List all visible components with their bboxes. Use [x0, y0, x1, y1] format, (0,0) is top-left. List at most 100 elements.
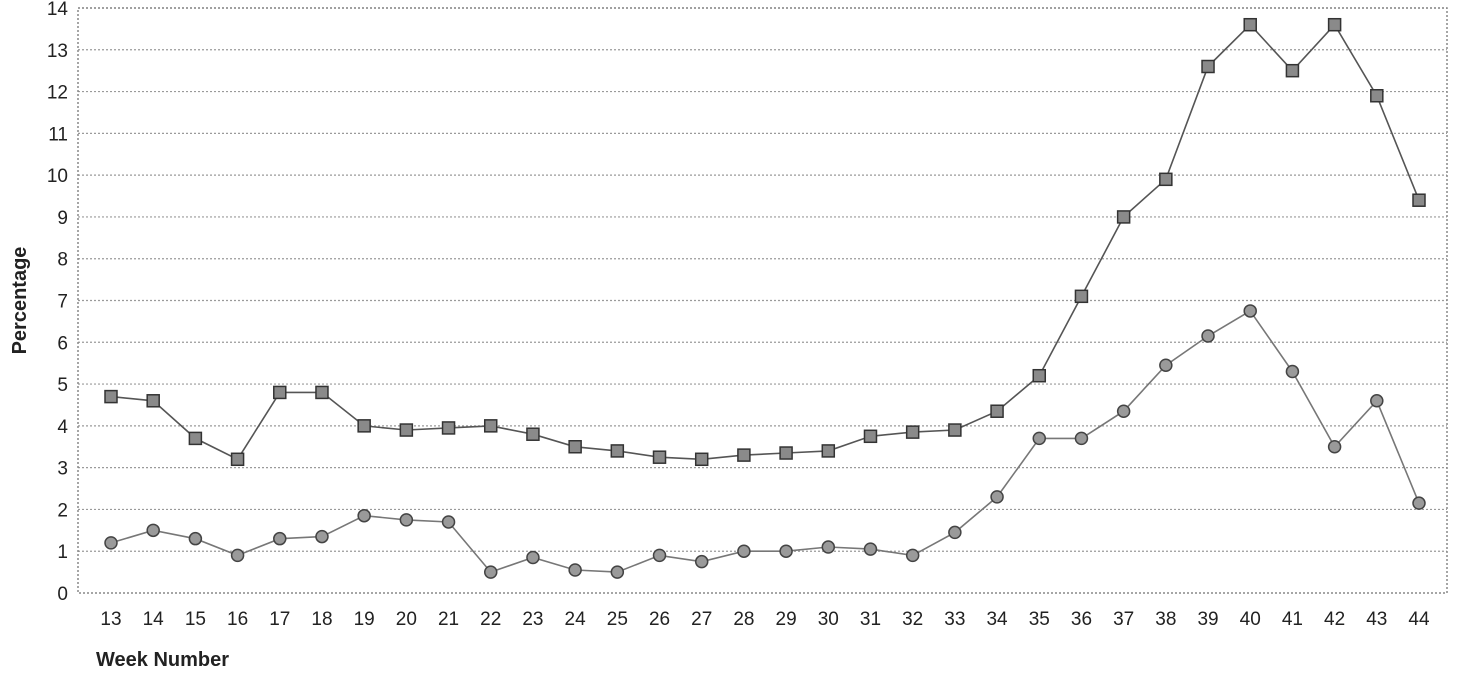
x-tick-label-19: 19: [354, 609, 375, 630]
series-layer: [104, 17, 1426, 579]
series-1-point-26: [652, 450, 667, 464]
y-tick-label-8: 8: [57, 250, 68, 271]
x-tick-label-43: 43: [1366, 609, 1387, 630]
series-1-point-33: [948, 423, 962, 437]
y-tick-label-5: 5: [57, 375, 68, 396]
y-tick-label-10: 10: [47, 166, 68, 187]
y-tick-label-14: 14: [47, 0, 69, 20]
series-2-point-22: [483, 565, 498, 579]
x-tick-label-14: 14: [143, 609, 165, 630]
series-1-point-28: [737, 448, 751, 462]
series-1-point-16: [230, 452, 245, 467]
series-1-point-14: [146, 394, 160, 408]
series-2-point-25: [610, 565, 625, 579]
y-tick-label-4: 4: [57, 417, 68, 438]
series-2-point-34: [990, 490, 1004, 504]
series-1-point-40: [1243, 17, 1257, 32]
series-2-point-32: [905, 548, 920, 563]
series-1-point-13: [104, 389, 118, 404]
series-2-point-18: [315, 529, 329, 544]
series-1-point-37: [1116, 210, 1131, 224]
series-2-point-37: [1116, 404, 1131, 418]
series-2-point-39: [1201, 329, 1215, 343]
series-1-point-35: [1032, 368, 1047, 383]
series-1-point-31: [863, 429, 878, 444]
series-1-point-17: [273, 385, 287, 400]
x-tick-label-16: 16: [227, 609, 248, 630]
y-tick-label-11: 11: [48, 124, 68, 145]
y-tick-label-12: 12: [47, 83, 68, 104]
x-tick-label-24: 24: [565, 609, 587, 630]
x-tick-label-25: 25: [607, 609, 628, 630]
series-1-point-23: [526, 427, 540, 441]
series-2-line: [110, 309, 1420, 574]
series-2-point-29: [779, 544, 793, 558]
series-2-point-30: [821, 540, 836, 554]
series-1-point-42: [1327, 17, 1342, 32]
series-2-point-19: [357, 508, 371, 523]
series-2-point-44: [1412, 496, 1426, 510]
series-1-point-34: [990, 404, 1004, 418]
series-1-point-25: [610, 444, 625, 458]
x-tick-label-27: 27: [691, 609, 712, 630]
gridlines: [78, 7, 1447, 552]
series-2-point-38: [1159, 358, 1173, 373]
series-1-point-30: [821, 444, 836, 458]
series-1-line: [110, 23, 1420, 461]
series-1-point-44: [1412, 193, 1426, 207]
series-1-point-41: [1285, 63, 1300, 78]
x-tick-label-23: 23: [522, 609, 543, 630]
series-1-point-36: [1074, 289, 1089, 304]
x-tick-label-29: 29: [776, 609, 797, 630]
y-axis-title: Percentage: [9, 247, 31, 355]
x-tick-label-26: 26: [649, 609, 670, 630]
x-tick-label-33: 33: [944, 609, 965, 630]
series-1-point-15: [188, 431, 203, 446]
y-tick-label-13: 13: [47, 41, 68, 62]
x-tick-label-21: 21: [438, 609, 459, 630]
series-1-point-20: [399, 423, 414, 437]
series-2-point-14: [146, 523, 160, 538]
series-2-point-41: [1285, 364, 1300, 379]
x-tick-label-44: 44: [1408, 609, 1430, 630]
series-2-point-42: [1327, 440, 1342, 454]
series-2-point-15: [188, 531, 203, 546]
series-1-point-29: [779, 446, 793, 460]
x-tick-label-36: 36: [1071, 609, 1092, 630]
x-tick-label-22: 22: [480, 609, 501, 630]
y-tick-label-2: 2: [57, 500, 68, 521]
series-2-point-31: [863, 542, 878, 556]
series-2-point-26: [652, 548, 667, 563]
series-1-point-24: [568, 440, 582, 454]
x-tick-label-15: 15: [185, 609, 206, 630]
x-tick-label-13: 13: [100, 609, 121, 630]
series-2-point-36: [1074, 431, 1089, 446]
series-1-point-18: [315, 385, 329, 400]
x-tick-label-41: 41: [1282, 609, 1303, 630]
series-2-point-20: [399, 513, 414, 527]
x-tick-label-37: 37: [1113, 609, 1134, 630]
x-tick-labels: 13 14 15 16 17 18 19 20 21 22 23 24 25 26 27 28 29 30 31 32…: [100, 609, 1430, 630]
x-tick-label-38: 38: [1155, 609, 1176, 630]
series-2-point-28: [737, 544, 751, 558]
x-tick-label-28: 28: [733, 609, 754, 630]
series-2-point-35: [1032, 431, 1047, 446]
y-tick-label-1: 1: [57, 542, 68, 563]
plot-frame: [77, 7, 1448, 594]
x-tick-label-34: 34: [986, 609, 1008, 630]
x-tick-label-32: 32: [902, 609, 923, 630]
series-2-point-17: [273, 531, 287, 546]
series-1-point-38: [1159, 172, 1173, 187]
series-2-point-24: [568, 563, 582, 577]
y-tick-label-9: 9: [57, 208, 68, 229]
x-tick-label-39: 39: [1197, 609, 1218, 630]
series-2-point-40: [1243, 304, 1257, 318]
series-1-point-27: [694, 452, 709, 467]
x-axis-title: Week Number: [96, 649, 229, 671]
x-tick-label-31: 31: [860, 609, 881, 630]
x-tick-label-42: 42: [1324, 609, 1345, 630]
series-2: [104, 304, 1426, 579]
